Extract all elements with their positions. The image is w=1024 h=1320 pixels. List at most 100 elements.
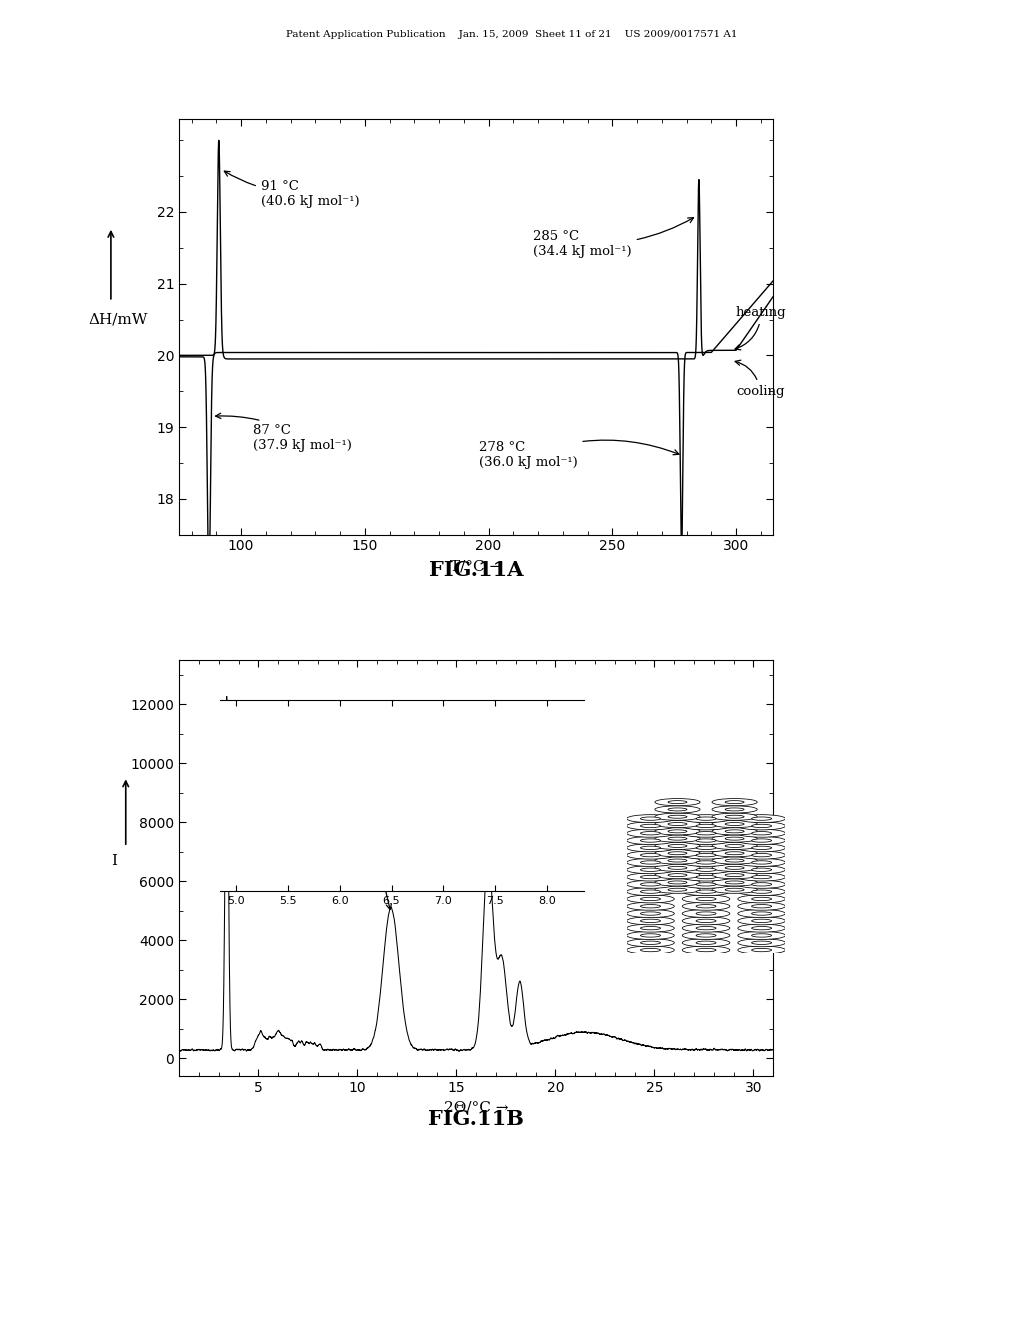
Ellipse shape bbox=[655, 879, 700, 886]
Ellipse shape bbox=[712, 850, 757, 857]
Ellipse shape bbox=[640, 933, 660, 937]
Ellipse shape bbox=[668, 859, 687, 862]
Ellipse shape bbox=[725, 830, 744, 833]
Ellipse shape bbox=[696, 890, 716, 894]
Ellipse shape bbox=[655, 871, 700, 879]
Ellipse shape bbox=[655, 857, 700, 865]
Ellipse shape bbox=[682, 932, 730, 940]
Ellipse shape bbox=[752, 898, 772, 900]
Ellipse shape bbox=[752, 817, 772, 820]
Ellipse shape bbox=[682, 939, 730, 946]
Ellipse shape bbox=[712, 857, 757, 865]
Ellipse shape bbox=[640, 846, 660, 850]
Ellipse shape bbox=[752, 875, 772, 879]
Ellipse shape bbox=[627, 866, 674, 874]
Text: 91 °C
(40.6 kJ mol⁻¹): 91 °C (40.6 kJ mol⁻¹) bbox=[224, 172, 359, 207]
Ellipse shape bbox=[737, 939, 785, 946]
Ellipse shape bbox=[752, 861, 772, 865]
Text: 285 °C
(34.4 kJ mol⁻¹): 285 °C (34.4 kJ mol⁻¹) bbox=[534, 218, 693, 257]
Ellipse shape bbox=[627, 924, 674, 932]
Ellipse shape bbox=[696, 933, 716, 937]
Text: heating: heating bbox=[735, 306, 786, 350]
Ellipse shape bbox=[668, 801, 687, 804]
Ellipse shape bbox=[640, 890, 660, 894]
Ellipse shape bbox=[752, 883, 772, 886]
Ellipse shape bbox=[655, 821, 700, 828]
Ellipse shape bbox=[696, 904, 716, 908]
Ellipse shape bbox=[725, 845, 744, 847]
Ellipse shape bbox=[737, 822, 785, 830]
Ellipse shape bbox=[640, 941, 660, 944]
Ellipse shape bbox=[696, 927, 716, 929]
Ellipse shape bbox=[655, 886, 700, 894]
Ellipse shape bbox=[682, 843, 730, 851]
Ellipse shape bbox=[627, 837, 674, 845]
Ellipse shape bbox=[712, 828, 757, 836]
Ellipse shape bbox=[737, 917, 785, 925]
Ellipse shape bbox=[752, 846, 772, 850]
Ellipse shape bbox=[640, 927, 660, 929]
Ellipse shape bbox=[627, 939, 674, 946]
Ellipse shape bbox=[737, 858, 785, 866]
Ellipse shape bbox=[725, 808, 744, 810]
Ellipse shape bbox=[737, 909, 785, 917]
Ellipse shape bbox=[725, 816, 744, 818]
Ellipse shape bbox=[712, 799, 757, 805]
X-axis label: T/°C →: T/°C → bbox=[450, 558, 503, 573]
Ellipse shape bbox=[640, 840, 660, 842]
Ellipse shape bbox=[627, 814, 674, 822]
Ellipse shape bbox=[696, 840, 716, 842]
Ellipse shape bbox=[682, 895, 730, 903]
Ellipse shape bbox=[640, 883, 660, 886]
X-axis label: 2Θ/°C →: 2Θ/°C → bbox=[444, 1100, 508, 1114]
Ellipse shape bbox=[682, 866, 730, 874]
Ellipse shape bbox=[696, 854, 716, 857]
Ellipse shape bbox=[682, 909, 730, 917]
Ellipse shape bbox=[640, 948, 660, 952]
Ellipse shape bbox=[696, 898, 716, 900]
Ellipse shape bbox=[737, 851, 785, 859]
Ellipse shape bbox=[668, 822, 687, 825]
Ellipse shape bbox=[668, 830, 687, 833]
Text: 87 °C
(37.9 kJ mol⁻¹): 87 °C (37.9 kJ mol⁻¹) bbox=[215, 413, 352, 451]
Ellipse shape bbox=[725, 880, 744, 884]
Ellipse shape bbox=[737, 887, 785, 895]
Ellipse shape bbox=[752, 890, 772, 894]
Ellipse shape bbox=[696, 948, 716, 952]
Ellipse shape bbox=[668, 851, 687, 855]
Ellipse shape bbox=[752, 904, 772, 908]
Ellipse shape bbox=[627, 917, 674, 925]
Ellipse shape bbox=[682, 946, 730, 954]
Ellipse shape bbox=[627, 829, 674, 837]
Ellipse shape bbox=[627, 873, 674, 880]
Text: Patent Application Publication    Jan. 15, 2009  Sheet 11 of 21    US 2009/00175: Patent Application Publication Jan. 15, … bbox=[287, 30, 737, 40]
Text: 13 Å
(100): 13 Å (100) bbox=[446, 768, 487, 859]
Ellipse shape bbox=[682, 873, 730, 880]
Ellipse shape bbox=[640, 817, 660, 820]
Ellipse shape bbox=[668, 866, 687, 870]
Ellipse shape bbox=[752, 948, 772, 952]
Ellipse shape bbox=[725, 851, 744, 855]
Ellipse shape bbox=[712, 821, 757, 828]
Ellipse shape bbox=[752, 912, 772, 915]
Ellipse shape bbox=[725, 837, 744, 840]
Ellipse shape bbox=[737, 895, 785, 903]
Ellipse shape bbox=[682, 851, 730, 859]
Ellipse shape bbox=[737, 873, 785, 880]
Ellipse shape bbox=[737, 880, 785, 888]
Ellipse shape bbox=[640, 854, 660, 857]
Ellipse shape bbox=[682, 917, 730, 925]
Ellipse shape bbox=[682, 837, 730, 845]
Ellipse shape bbox=[712, 886, 757, 894]
Ellipse shape bbox=[696, 912, 716, 915]
Ellipse shape bbox=[627, 903, 674, 911]
Ellipse shape bbox=[627, 858, 674, 866]
Ellipse shape bbox=[696, 817, 716, 820]
Ellipse shape bbox=[737, 903, 785, 911]
Y-axis label: ΔH/mW: ΔH/mW bbox=[88, 313, 147, 327]
Ellipse shape bbox=[627, 946, 674, 954]
Ellipse shape bbox=[640, 919, 660, 923]
Text: cooling: cooling bbox=[735, 360, 784, 397]
Ellipse shape bbox=[712, 865, 757, 871]
Ellipse shape bbox=[752, 927, 772, 929]
